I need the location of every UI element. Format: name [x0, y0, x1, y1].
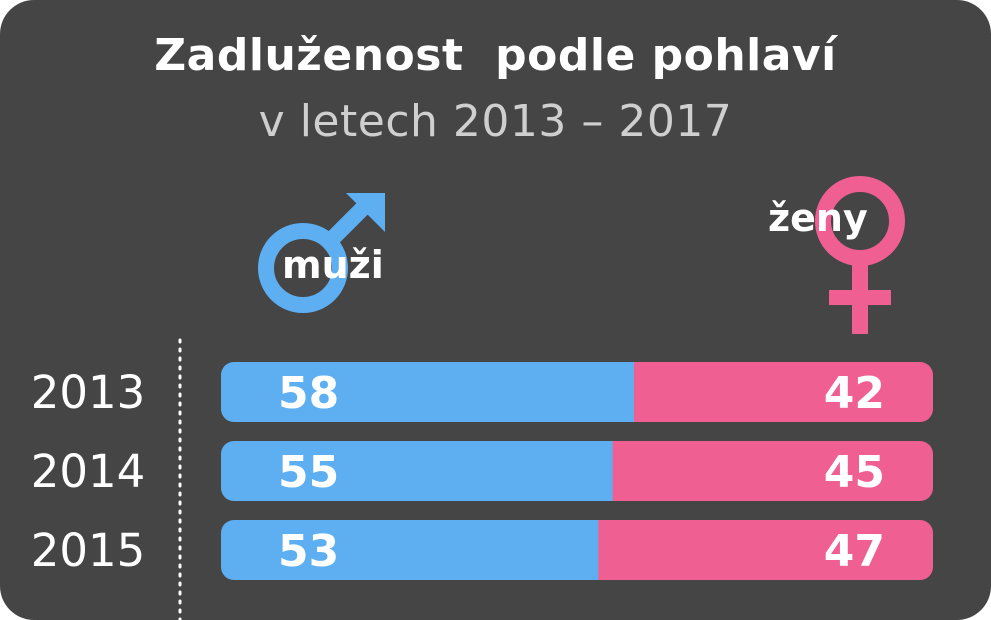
women-label: ženy	[768, 196, 868, 240]
bar-row-2014	[221, 441, 933, 501]
value-label-women-2013: 42	[824, 368, 885, 419]
bar-men-2014	[221, 441, 614, 501]
chart-subtitle: v letech 2013 – 2017	[258, 96, 733, 147]
value-label-men-2014: 55	[278, 447, 339, 498]
chart-title: Zadluženost podle pohlaví	[154, 30, 837, 81]
female-symbol-icon	[815, 176, 905, 334]
value-label-men-2013: 58	[278, 368, 339, 419]
bar-women-2013	[633, 362, 933, 422]
male-symbol-icon	[258, 193, 385, 313]
bar-women-2014	[612, 441, 933, 501]
bar-men-2013	[221, 362, 635, 422]
year-label-2015: 2015	[31, 524, 146, 577]
year-label-2014: 2014	[31, 445, 146, 498]
bars-group: 2013 58 42 2014 55 45 2015 53 47	[31, 362, 933, 580]
bar-row-2013	[221, 362, 933, 422]
year-label-2013: 2013	[31, 366, 146, 419]
value-label-women-2015: 47	[824, 526, 885, 577]
value-label-men-2015: 53	[278, 526, 339, 577]
men-label: muži	[282, 243, 384, 287]
value-label-women-2014: 45	[824, 447, 885, 498]
